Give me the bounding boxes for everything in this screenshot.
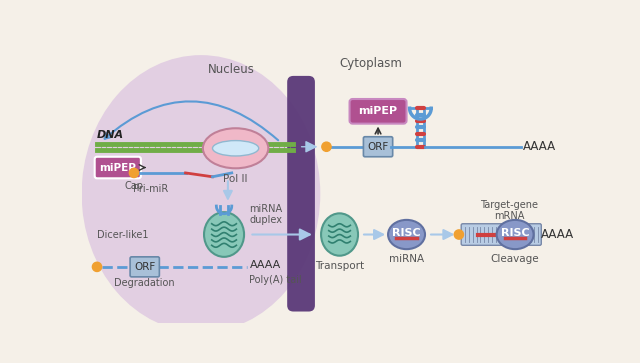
Text: AAAA: AAAA (541, 228, 573, 241)
FancyBboxPatch shape (349, 99, 406, 124)
FancyBboxPatch shape (95, 157, 141, 178)
Ellipse shape (212, 140, 259, 156)
Circle shape (454, 230, 463, 239)
Text: Cap: Cap (124, 181, 143, 191)
Ellipse shape (321, 213, 358, 256)
Text: Cytoplasm: Cytoplasm (340, 57, 403, 70)
Text: Transport: Transport (315, 261, 364, 272)
Circle shape (322, 142, 331, 151)
Text: miPEP: miPEP (358, 106, 397, 116)
Text: AAAA: AAAA (523, 140, 556, 153)
Text: ORF: ORF (134, 262, 156, 272)
Circle shape (129, 168, 139, 178)
FancyBboxPatch shape (287, 76, 315, 311)
Text: Cleavage: Cleavage (491, 254, 540, 264)
FancyBboxPatch shape (364, 137, 393, 157)
Ellipse shape (204, 212, 244, 257)
Text: miRNA: miRNA (389, 254, 424, 264)
FancyBboxPatch shape (461, 224, 541, 245)
Text: RISC: RISC (392, 228, 421, 238)
Ellipse shape (497, 220, 534, 249)
Text: Target-gene
mRNA: Target-gene mRNA (480, 200, 538, 221)
Text: RISC: RISC (500, 228, 529, 238)
Text: Nucleus: Nucleus (208, 63, 255, 76)
Text: Poly(A) tail: Poly(A) tail (250, 274, 302, 285)
Ellipse shape (81, 55, 320, 332)
Text: Pri-miR: Pri-miR (133, 184, 168, 194)
Text: DNA: DNA (97, 130, 124, 140)
Text: miRNA
duplex: miRNA duplex (250, 204, 283, 225)
Text: miPEP: miPEP (99, 163, 136, 172)
Text: Pol II: Pol II (223, 175, 248, 184)
Ellipse shape (203, 128, 268, 168)
Text: ORF: ORF (367, 142, 388, 152)
Text: Degradation: Degradation (115, 278, 175, 287)
Ellipse shape (388, 220, 425, 249)
Circle shape (92, 262, 102, 272)
FancyBboxPatch shape (130, 257, 159, 277)
Text: Dicer-like1: Dicer-like1 (97, 229, 148, 240)
Text: AAAA: AAAA (250, 260, 281, 270)
